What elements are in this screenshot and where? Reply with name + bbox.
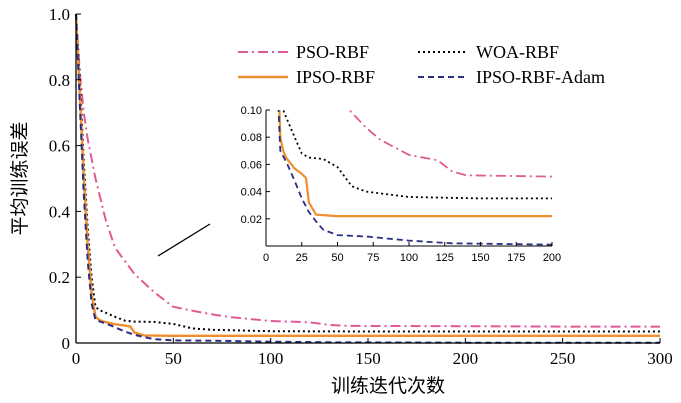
- y-tick-label: 0: [62, 334, 71, 353]
- inset-x-tick-label: 150: [471, 252, 489, 264]
- y-tick-label: 1.0: [49, 5, 70, 24]
- y-tick-label: 0.6: [49, 137, 70, 156]
- connector-line: [157, 223, 211, 257]
- inset-y-tick-label: 0.08: [241, 132, 262, 144]
- y-tick-label: 0.4: [49, 202, 71, 221]
- x-tick-label: 250: [550, 349, 576, 368]
- legend-label-ipso-rbf-adam: IPSO-RBF-Adam: [476, 67, 605, 87]
- inset-x-tick-label: 200: [543, 252, 561, 264]
- inset-x-tick-label: 25: [296, 252, 308, 264]
- legend-label-pso-rbf: PSO-RBF: [296, 42, 369, 62]
- inset-background: [226, 104, 564, 270]
- inset-x-tick-label: 0: [263, 252, 269, 264]
- inset-x-tick-label: 50: [331, 252, 343, 264]
- inset-connector: [157, 223, 211, 257]
- x-axis-label: 训练迭代次数: [331, 375, 445, 397]
- y-tick-label: 0.2: [49, 268, 70, 287]
- x-tick-label: 150: [355, 349, 381, 368]
- legend: PSO-RBF WOA-RBF IPSO-RBF IPSO-RBF-Adam: [238, 42, 605, 87]
- y-axis-label: 平均训练误差: [9, 121, 31, 235]
- inset-x-tick-label: 125: [436, 252, 454, 264]
- legend-label-woa-rbf: WOA-RBF: [476, 42, 559, 62]
- inset-series-group: [277, 110, 552, 246]
- x-tick-label: 100: [258, 349, 284, 368]
- series-line-woa-rbf: [75, 13, 660, 333]
- inset-x-tick-label: 100: [400, 252, 418, 264]
- inset-plot: 0 25 50 75 100 125 150 175 200 0.02 0.04 0.06 0.08 0.…: [226, 104, 564, 270]
- x-tick-label: 300: [647, 349, 673, 368]
- inset-x-tick-label: 175: [507, 252, 525, 264]
- series-line-ipso-rbf: [74, 13, 660, 337]
- inset-y-tick-label: 0.10: [241, 105, 262, 117]
- legend-label-ipso-rbf: IPSO-RBF: [296, 67, 375, 87]
- x-tick-label: 200: [453, 349, 479, 368]
- inset-series-line-ipso-rbf-adam: [277, 110, 552, 246]
- inset-series-line-woa-rbf: [282, 110, 552, 200]
- inset-y-tick-label: 0.02: [241, 214, 262, 226]
- inset-series-line-pso-rbf: [348, 110, 552, 178]
- series-line-pso-rbf: [75, 13, 660, 328]
- inset-y-tick-label: 0.04: [241, 187, 262, 199]
- inset-series-line-ipso-rbf: [278, 110, 552, 218]
- inset-x-tick-label: 75: [367, 252, 379, 264]
- x-tick-label: 50: [165, 349, 182, 368]
- inset-y-tick-label: 0.06: [241, 159, 262, 171]
- x-tick-label: 0: [72, 349, 81, 368]
- y-tick-label: 0.8: [49, 71, 70, 90]
